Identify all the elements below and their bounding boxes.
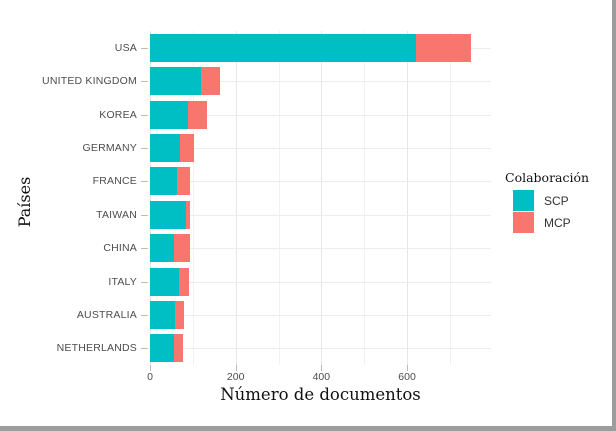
- gridline-major: [321, 31, 323, 365]
- bar-segment-scp: [150, 167, 177, 196]
- bar-usa: [150, 33, 472, 62]
- bar-segment-scp: [150, 67, 202, 96]
- x-axis-title: Número de documentos: [220, 385, 421, 404]
- x-axis-tick: [150, 365, 151, 371]
- y-axis-label: GERMANY: [82, 141, 137, 154]
- bar-united-kingdom: [150, 67, 220, 96]
- gridline-row: [150, 114, 491, 116]
- gridline-row: [150, 81, 491, 83]
- y-axis-tick: [141, 281, 148, 283]
- x-axis-tick-label: 600: [398, 371, 416, 383]
- legend: Colaboración SCP MCP: [505, 170, 589, 234]
- x-axis-tick-label: 200: [226, 371, 245, 383]
- gridline-row: [150, 147, 491, 149]
- x-axis-tick-label: 0: [147, 371, 153, 383]
- legend-swatch-scp: [513, 190, 534, 211]
- y-axis-label: USA: [114, 41, 137, 54]
- y-axis-tick: [141, 81, 148, 83]
- bar-segment-mcp: [185, 200, 190, 229]
- bar-france: [150, 167, 190, 196]
- gridline-minor: [364, 31, 366, 365]
- y-axis-label: NETHERLANDS: [56, 342, 137, 355]
- legend-item-label: SCP: [544, 193, 569, 208]
- gridline-minor: [449, 31, 451, 365]
- y-axis-tick: [141, 47, 148, 49]
- bar-segment-scp: [150, 200, 186, 229]
- gridline-row: [150, 314, 491, 316]
- y-axis-label: TAIWAN: [96, 208, 137, 221]
- gridline-row: [150, 281, 491, 283]
- y-axis-label: FRANCE: [92, 175, 137, 188]
- gridline-minor: [278, 31, 280, 365]
- y-axis-tick: [141, 147, 148, 149]
- bar-china: [150, 234, 190, 263]
- gridline-row: [150, 214, 491, 216]
- legend-items: SCP MCP: [505, 190, 589, 233]
- y-axis-tick: [141, 348, 148, 350]
- bar-australia: [150, 300, 185, 329]
- gridline-major: [150, 31, 151, 365]
- bar-segment-mcp: [176, 167, 190, 196]
- gridline-major: [235, 31, 237, 365]
- y-axis-label: UNITED KINGDOM: [42, 75, 137, 88]
- x-axis-tick: [407, 365, 409, 371]
- x-axis-tick: [321, 365, 323, 371]
- x-axis-tick-label: 400: [312, 371, 331, 383]
- window-edge-right: [612, 0, 616, 431]
- bar-segment-mcp: [175, 300, 185, 329]
- legend-item-mcp: MCP: [513, 212, 589, 233]
- bar-segment-scp: [150, 133, 180, 162]
- legend-item-label: MCP: [544, 215, 571, 230]
- bar-netherlands: [150, 334, 183, 363]
- y-axis-label: KOREA: [99, 108, 137, 121]
- gridline-minor: [192, 31, 194, 365]
- bar-taiwan: [150, 200, 190, 229]
- bar-segment-mcp: [179, 267, 190, 296]
- y-axis-label: ITALY: [108, 275, 137, 288]
- bar-segment-mcp: [201, 67, 220, 96]
- bar-segment-scp: [150, 300, 176, 329]
- bar-segment-scp: [150, 100, 188, 129]
- legend-swatch-mcp: [513, 212, 534, 233]
- gridline-row: [150, 181, 491, 183]
- y-axis-tick: [141, 314, 148, 316]
- plot-panel: [150, 31, 491, 365]
- bar-segment-mcp: [187, 100, 208, 129]
- bar-segment-mcp: [173, 234, 190, 263]
- y-axis-label: CHINA: [103, 242, 137, 255]
- legend-item-scp: SCP: [513, 190, 589, 211]
- y-axis-label: AUSTRALIA: [76, 308, 137, 321]
- y-axis-title: Países: [15, 176, 34, 228]
- bar-segment-scp: [150, 234, 174, 263]
- y-axis-tick: [141, 248, 148, 250]
- bar-korea: [150, 100, 208, 129]
- window-edge-bottom: [0, 426, 616, 431]
- y-axis-tick: [141, 114, 148, 116]
- x-axis-tick: [235, 365, 237, 371]
- y-axis-tick: [141, 181, 148, 183]
- gridline-major: [407, 31, 409, 365]
- bar-segment-scp: [150, 334, 174, 363]
- y-axis-tick: [141, 214, 148, 216]
- bar-segment-scp: [150, 33, 416, 62]
- bar-segment-mcp: [415, 33, 472, 62]
- legend-title: Colaboración: [505, 170, 590, 185]
- bar-germany: [150, 133, 195, 162]
- bar-segment-scp: [150, 267, 180, 296]
- bar-segment-mcp: [179, 133, 195, 162]
- gridline-row: [150, 348, 491, 350]
- bar-segment-mcp: [173, 334, 183, 363]
- gridline-row: [150, 248, 491, 250]
- bar-italy: [150, 267, 190, 296]
